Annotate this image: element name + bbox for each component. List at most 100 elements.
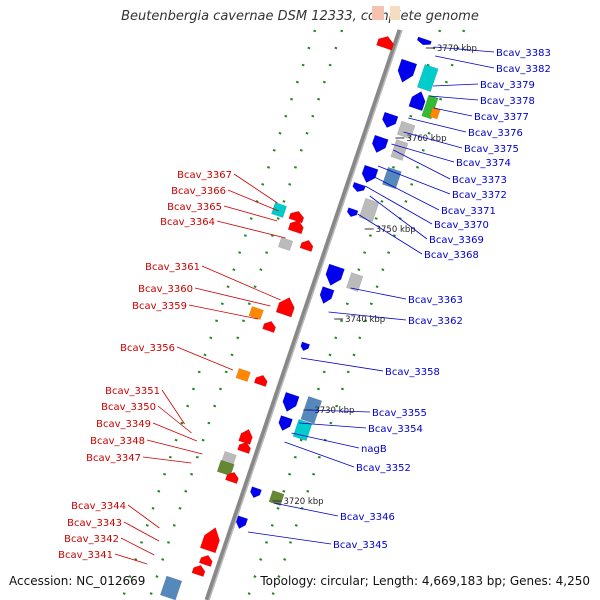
reverse-label-leader [377,165,451,195]
forward-label-leader [188,304,259,320]
reverse-gene-label: Bcav_3375 [464,144,519,155]
accession-text: Accession: NC_012669 [9,574,146,588]
reverse-gene-label: Bcav_3372 [452,190,507,201]
forward-label-leader [227,189,279,212]
forward-label-leader [123,521,160,542]
reverse-label-leader [433,83,479,87]
gene-arrow [250,486,262,499]
reverse-label-leader [247,531,332,545]
gene-arrow [235,367,251,383]
gene-arrow [299,239,314,253]
gene-arrow [292,418,313,442]
forward-label-leader [161,389,185,425]
gene-arrow [346,272,364,292]
gene-arrow [429,106,441,120]
reverse-gene-label: Bcav_3373 [452,175,507,186]
reverse-label-leader [408,117,467,133]
map-title: Beutenbergia cavernae DSM 12333, complet… [121,9,479,24]
gene-arrow [361,164,379,183]
gene-arrow [376,35,395,51]
reverse-label-leader [369,195,428,240]
gene-arrow [235,515,249,530]
reverse-label-leader [291,432,360,449]
gene-arrow [237,441,251,455]
reverse-gene-label: Bcav_3379 [480,80,535,91]
reverse-gene-label: Bcav_3371 [441,206,496,217]
reverse-gene-label: Bcav_3383 [496,48,551,59]
gene-arrow [238,428,253,445]
forward-gene-label: Bcav_3367 [177,170,232,181]
forward-label-leader [152,422,197,442]
position-label: 3750 kbp [376,225,416,235]
reverse-gene-label: Bcav_3378 [480,96,535,107]
forward-gene-label: Bcav_3349 [96,419,151,430]
gene-arrow [287,219,304,235]
forward-label-leader [223,205,278,222]
gene-arrow [358,197,380,223]
forward-label-leader [176,346,234,371]
forward-gene-label: Bcav_3341 [58,550,113,561]
position-label: 3720 kbp [284,497,324,507]
gene-arrow [397,58,418,83]
gene-arrow [191,564,206,578]
reverse-label-leader [435,55,495,69]
reverse-label-leader [372,175,440,211]
forward-gene-label: Bcav_3344 [71,501,126,512]
gene-arrow [278,415,293,432]
genome-backbone [204,29,403,600]
gene-arrow [198,554,213,568]
gene-arrow [382,111,399,129]
reverse-label-leader [300,357,384,372]
reverse-gene-label: Bcav_3382 [496,64,551,75]
reverse-label-leader [433,107,473,117]
forward-gene-label: Bcav_3361 [145,262,200,273]
gene-arrow [271,202,288,218]
reverse-gene-label: Bcav_3363 [408,295,463,306]
reverse-label-leader [393,149,451,180]
forward-gene-label: Bcav_3343 [67,518,122,529]
position-label: 3740 kbp [345,315,385,325]
reverse-gene-label: Bcav_3358 [385,367,440,378]
gene-arrow [371,134,389,153]
reverse-label-leader [429,95,479,101]
reverse-gene-label: Bcav_3376 [468,128,523,139]
reverse-label-leader [328,311,407,321]
forward-gene-label: Bcav_3360 [138,284,193,295]
forward-label-leader [233,173,278,204]
gene-arrow [372,6,384,20]
forward-label-leader [201,265,281,301]
reverse-gene-label: Bcav_3355 [372,408,427,419]
gene-arrow [346,207,359,218]
reverse-gene-label: Bcav_3346 [340,512,395,523]
reverse-label-leader [284,441,355,468]
gene-arrow [199,527,220,554]
genome-backbone-highlight [208,29,403,600]
gene-arrow [159,575,183,600]
reverse-gene-label: Bcav_3369 [429,235,484,246]
forward-label-leader [216,220,286,239]
gene-arrow [288,210,305,224]
reverse-gene-label: Bcav_3370 [434,220,489,231]
gene-arrow [275,297,295,318]
reverse-gene-label: Bcav_3352 [356,463,411,474]
gene-arrow [216,459,235,477]
gene-arrow [268,490,285,506]
forward-label-leader [142,456,192,464]
reverse-label-leader [403,131,463,149]
gene-arrow [319,286,335,305]
gene-arrow [224,471,239,485]
forward-label-leader [157,405,192,434]
gene-arrow [277,236,294,252]
reverse-gene-label: Bcav_3354 [368,424,423,435]
reverse-label-leader [307,409,371,413]
forward-gene-label: Bcav_3342 [64,534,119,545]
forward-label-leader [127,504,160,529]
reverse-gene-label: Bcav_3368 [424,250,479,261]
gene-arrow [390,6,400,20]
gene-arrow [352,181,366,193]
reverse-label-leader [350,287,407,300]
forward-gene-label: Bcav_3366 [171,186,226,197]
reverse-label-leader [357,213,423,255]
